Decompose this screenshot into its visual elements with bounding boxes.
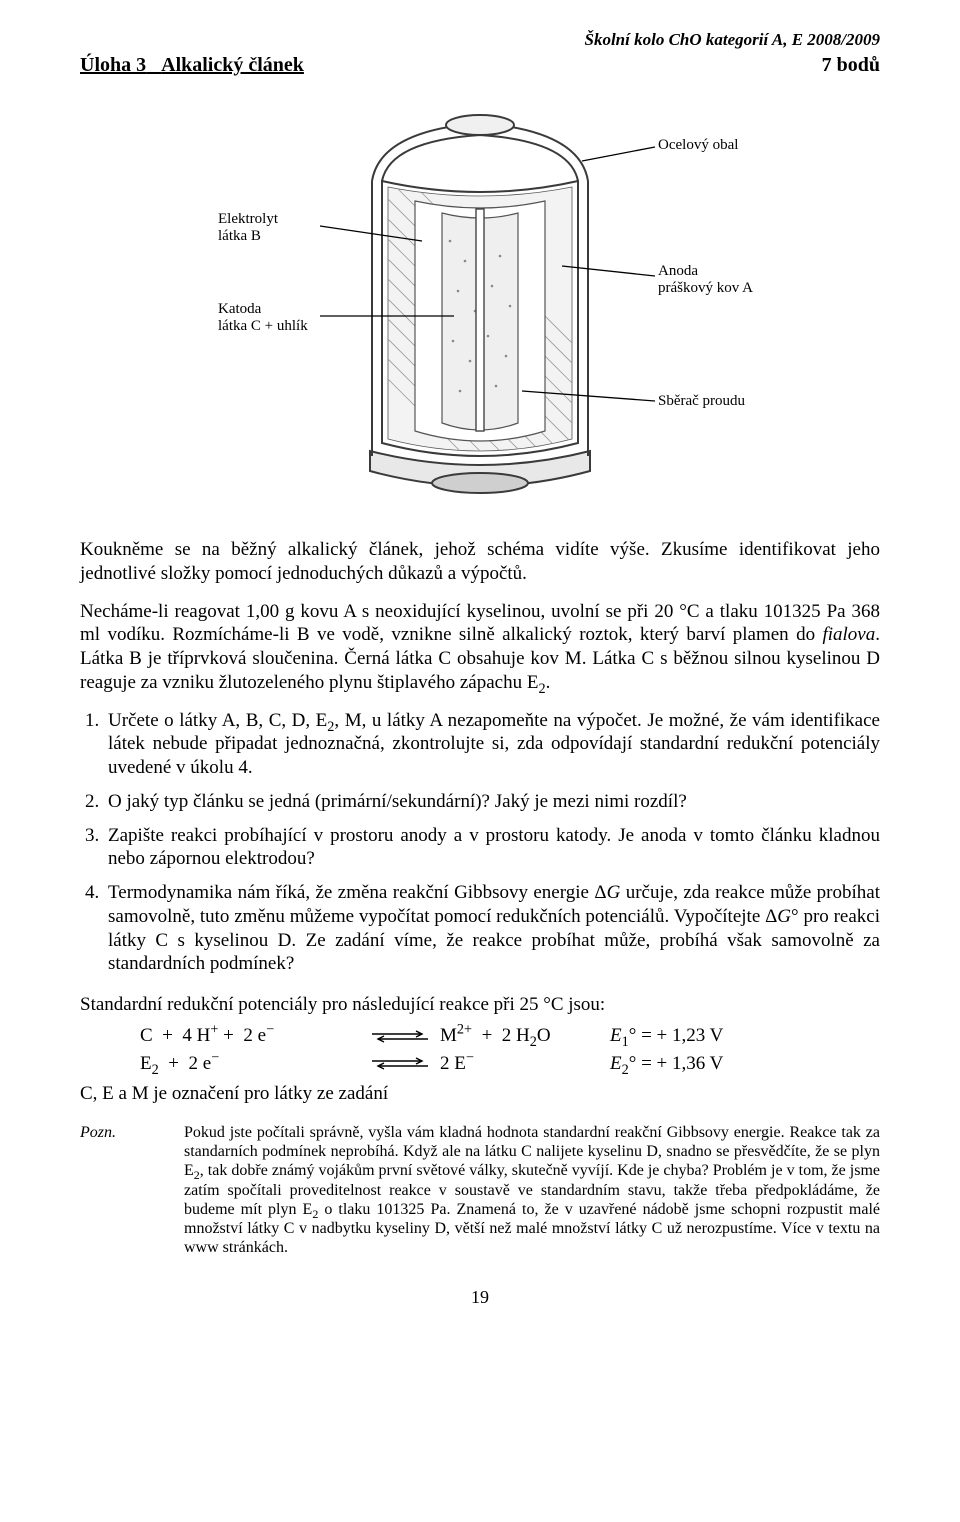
question-list: Určete o látky A, B, C, D, E2, M, u látk…: [80, 709, 880, 977]
note-block: Pozn. Pokud jste počítali správně, vyšla…: [80, 1123, 880, 1257]
figure-label-steel-casing: Ocelový obal: [658, 137, 738, 154]
equation-2: E2 + 2 e− 2 E− E2° = + 1,36 V: [140, 1050, 880, 1078]
figure-label-cathode-l2: látka C + uhlík: [218, 318, 308, 334]
note-body: Pokud jste počítali správně, vyšla vám k…: [184, 1123, 880, 1257]
page: Školní kolo ChO kategorií A, E 2008/2009…: [0, 0, 960, 1522]
figure-label-cathode: Katoda látka C + uhlík: [218, 301, 308, 336]
page-header: Školní kolo ChO kategorií A, E 2008/2009: [80, 30, 880, 50]
figure-label-anode-l2: práškový kov A: [658, 280, 753, 296]
eq2-value: E2° = + 1,36 V: [610, 1050, 723, 1078]
eq1-arrow-icon: [360, 1029, 440, 1043]
note-label: Pozn.: [80, 1123, 132, 1257]
task-heading-row: Úloha 3 Alkalický článek 7 bodů: [80, 54, 880, 77]
question-2: O jaký typ článku se jedná (primární/sek…: [104, 790, 880, 814]
equation-1: C + 4 H+ + 2 e− M2+ + 2 H2O E1° = + 1,23…: [140, 1022, 880, 1050]
figure-label-cathode-l1: Katoda: [218, 301, 261, 317]
figure-label-electrolyte-l2: látka B: [218, 228, 261, 244]
figure-container: Ocelový obal Elektrolyt látka B Katoda l…: [80, 91, 880, 516]
question-1: Určete o látky A, B, C, D, E2, M, u látk…: [104, 709, 880, 780]
task-number: Úloha 3: [80, 54, 146, 76]
eq1-left: C + 4 H+ + 2 e−: [140, 1022, 360, 1050]
eq1-right: M2+ + 2 H2O: [440, 1022, 600, 1050]
eq1-value: E1° = + 1,23 V: [610, 1022, 723, 1050]
figure-label-current-collector: Sběrač proudu: [658, 393, 745, 410]
equation-legend: C, E a M je označení pro látky ze zadání: [80, 1083, 880, 1105]
equation-block: C + 4 H+ + 2 e− M2+ + 2 H2O E1° = + 1,23…: [140, 1022, 880, 1077]
paragraph-intro: Koukněme se na běžný alkalický článek, j…: [80, 538, 880, 586]
task-points: 7 bodů: [822, 54, 880, 77]
potentials-intro: Standardní redukční potenciály pro násle…: [80, 994, 880, 1016]
task-title: Alkalický článek: [161, 54, 304, 76]
eq2-right: 2 E−: [440, 1050, 600, 1078]
figure-label-anode-l1: Anoda: [658, 263, 698, 279]
page-number: 19: [80, 1287, 880, 1308]
task-heading-left: Úloha 3 Alkalický článek: [80, 54, 304, 77]
paragraph-clues: Necháme-li reagovat 1,00 g kovu A s neox…: [80, 600, 880, 695]
eq2-left: E2 + 2 e−: [140, 1050, 360, 1078]
figure-label-electrolyte: Elektrolyt látka B: [218, 211, 278, 246]
eq2-arrow-icon: [360, 1056, 440, 1070]
figure-label-electrolyte-l1: Elektrolyt: [218, 211, 278, 227]
question-3: Zapište reakci probíhající v prostoru an…: [104, 824, 880, 872]
figure-label-anode: Anoda práškový kov A: [658, 263, 753, 298]
question-4: Termodynamika nám říká, že změna reakční…: [104, 881, 880, 976]
battery-diagram: Ocelový obal Elektrolyt látka B Katoda l…: [210, 91, 750, 511]
